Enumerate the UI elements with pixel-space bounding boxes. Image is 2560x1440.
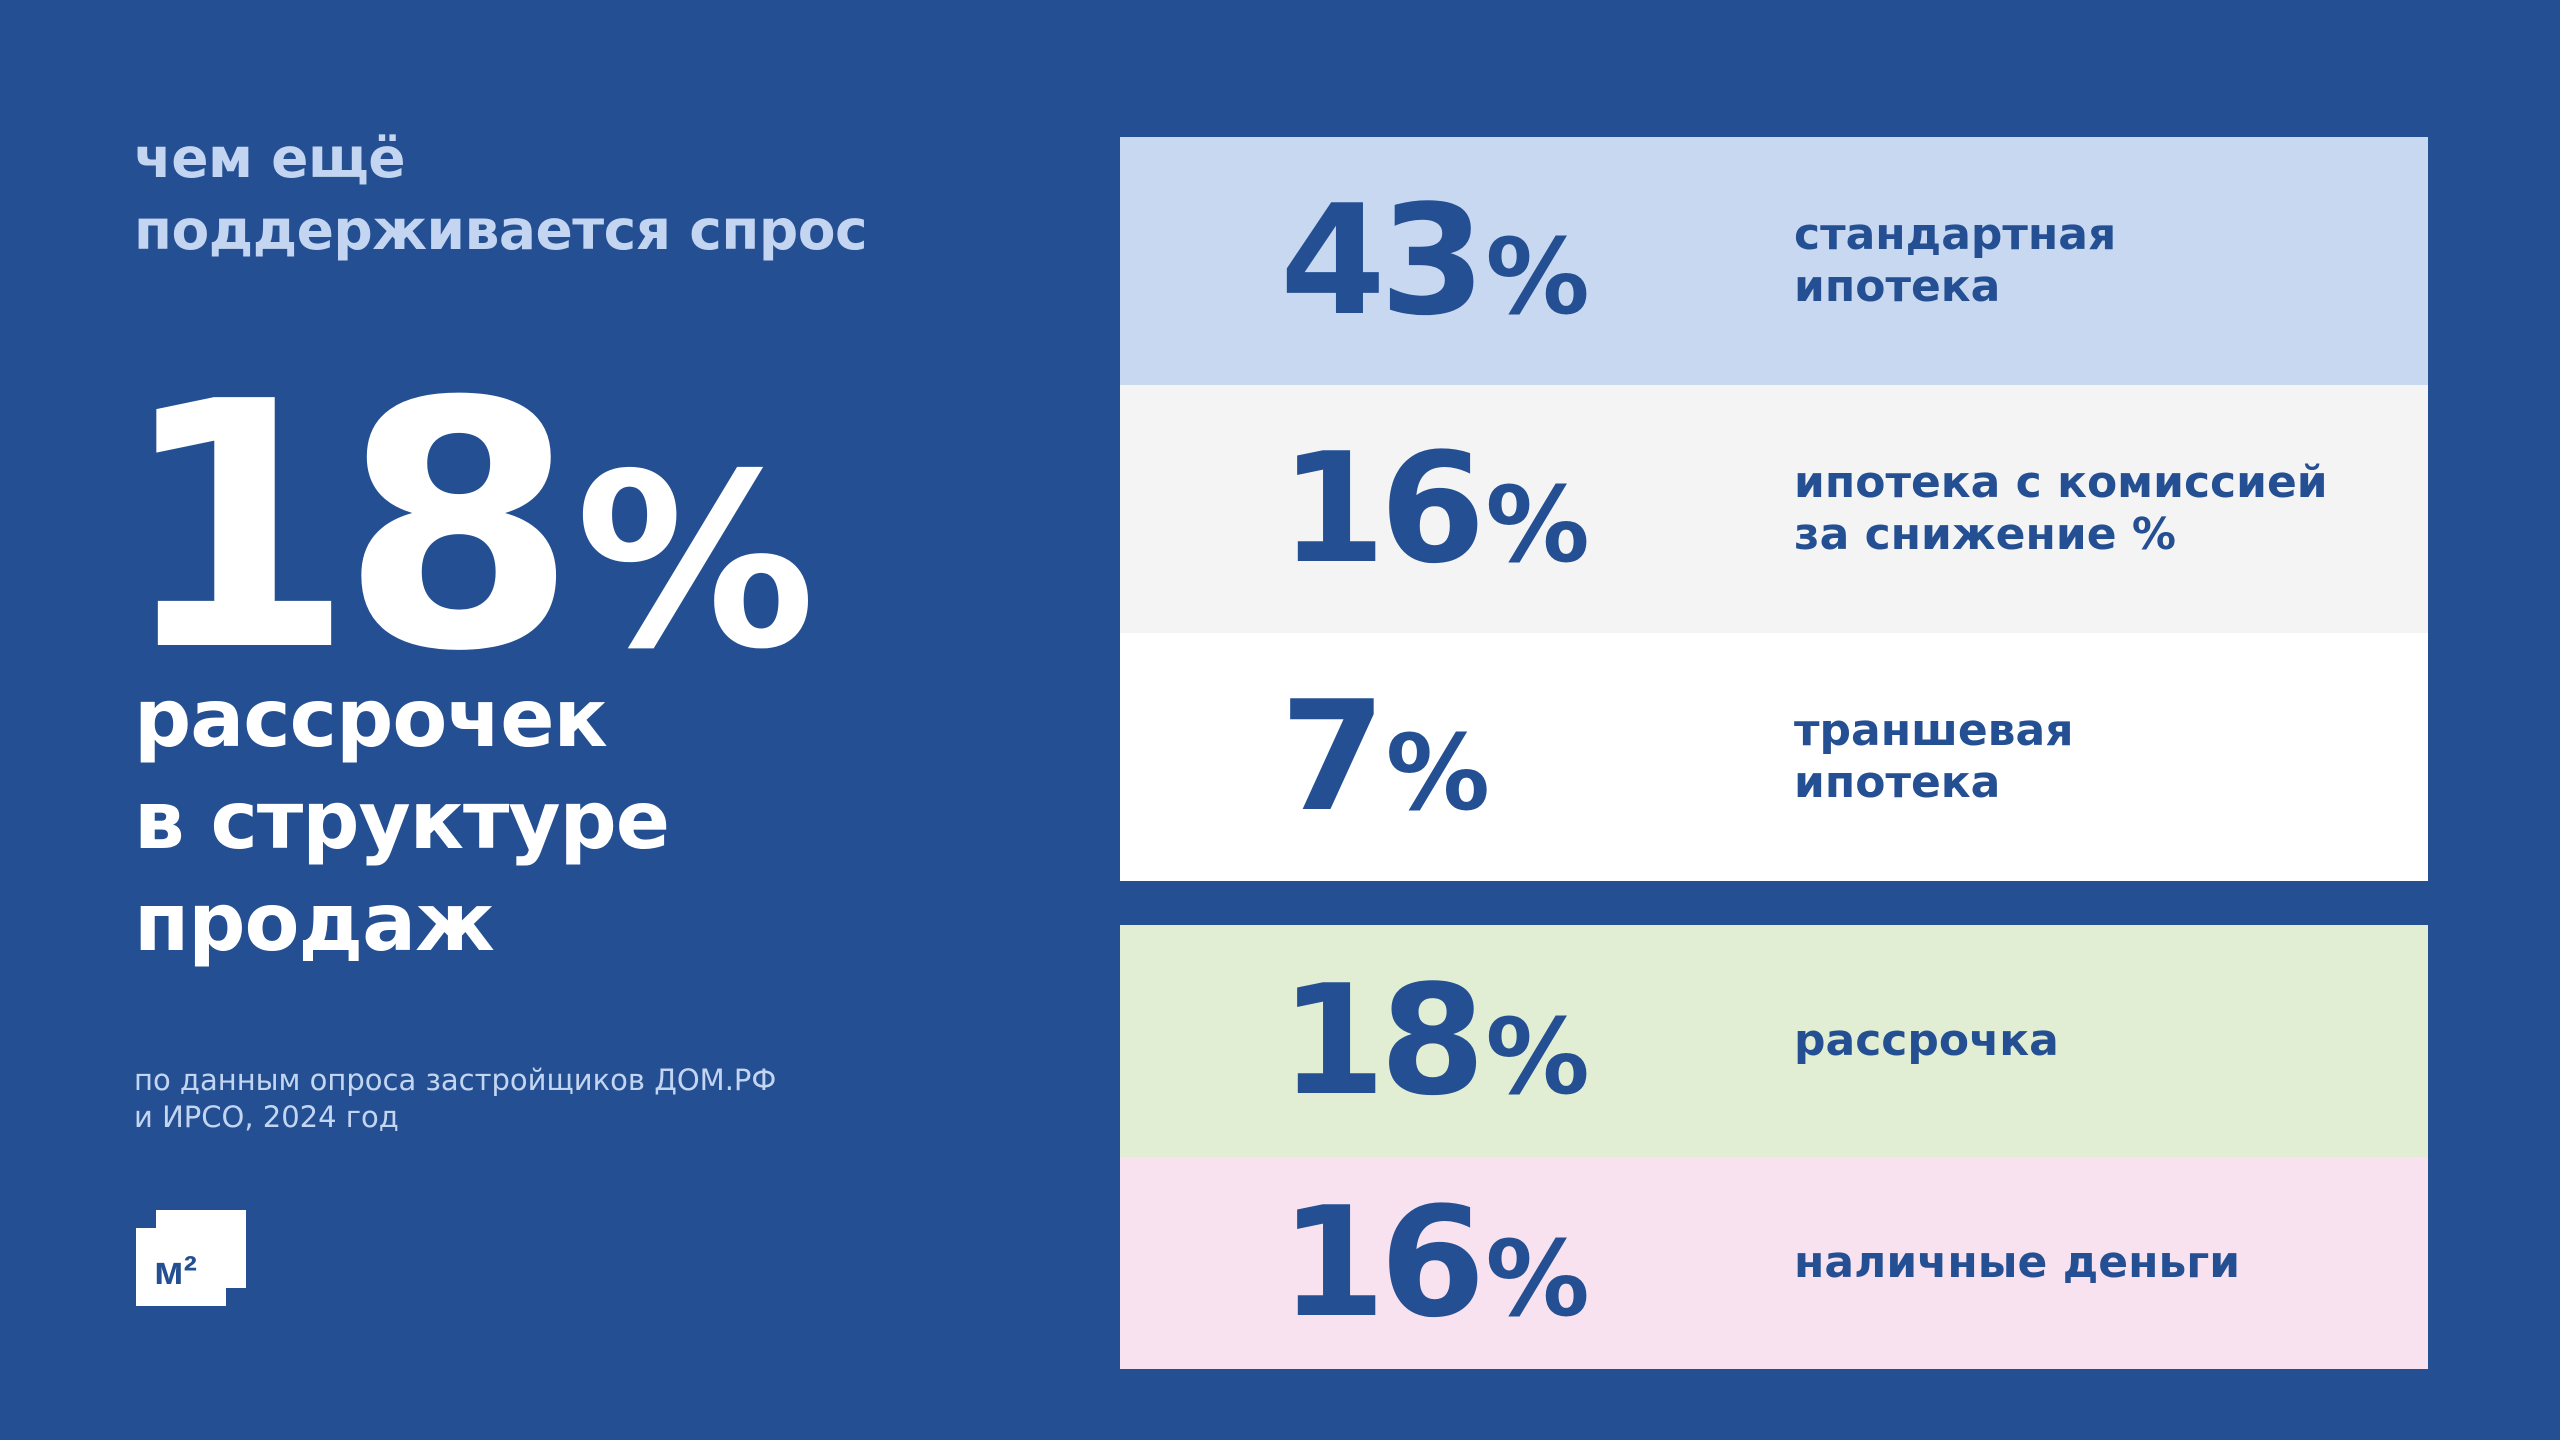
source-line-2: и ИРСО, 2024 год — [134, 1100, 399, 1134]
stats-group-mortgage: 43% стандартная ипотека 16% ипотека с ко… — [1120, 137, 2428, 881]
stat-unit: % — [1485, 464, 1590, 586]
headline-stat-caption: рассрочек в структуре продаж — [134, 668, 670, 974]
stat-label: стандартная ипотека — [1794, 209, 2116, 313]
stat-value: 16% — [1280, 433, 1590, 585]
stat-label: ипотека с комиссией за снижение % — [1794, 457, 2328, 561]
stat-row: 16% ипотека с комиссией за снижение % — [1120, 385, 2428, 633]
stat-label: траншевая ипотека — [1794, 705, 2073, 809]
stat-number: 16 — [1280, 420, 1486, 597]
logo-front-square — [136, 1228, 226, 1306]
stat-unit: % — [1385, 712, 1490, 834]
stat-label: рассрочка — [1794, 1015, 2059, 1067]
caption-line-3: продаж — [134, 876, 495, 969]
stat-value: 43% — [1280, 185, 1590, 337]
stat-number: 16 — [1280, 1174, 1486, 1351]
stat-label-line-2: ипотека — [1794, 757, 2001, 808]
stat-label-line-1: траншевая — [1794, 705, 2074, 756]
stat-value: 7% — [1280, 681, 1490, 833]
slide-heading: чем ещё поддерживается спрос — [134, 122, 1034, 266]
source-line-1: по данным опроса застройщиков ДОМ.РФ — [134, 1063, 777, 1097]
headline-stat-value: 18 — [118, 330, 577, 726]
stat-unit: % — [1485, 216, 1590, 338]
stat-row: 43% стандартная ипотека — [1120, 137, 2428, 385]
stat-unit: % — [1485, 1218, 1590, 1340]
stat-value: 16% — [1280, 1187, 1590, 1339]
logo-text: м² — [154, 1249, 197, 1293]
stat-label-line-2: ипотека — [1794, 261, 2001, 312]
heading-line-2: поддерживается спрос — [134, 198, 868, 262]
stat-label-line-2: за снижение % — [1794, 509, 2176, 560]
stats-group-other: 18% рассрочка 16% наличные деньги — [1120, 925, 2428, 1369]
stat-number: 43 — [1280, 172, 1486, 349]
stat-label: наличные деньги — [1794, 1237, 2240, 1289]
caption-line-2: в структуре — [134, 774, 670, 867]
stat-label-line-1: наличные деньги — [1794, 1237, 2241, 1288]
stat-row: 7% траншевая ипотека — [1120, 633, 2428, 881]
stat-label-line-1: рассрочка — [1794, 1015, 2059, 1066]
stat-label-line-1: стандартная — [1794, 209, 2117, 260]
stat-row: 18% рассрочка — [1120, 925, 2428, 1157]
source-note: по данным опроса застройщиков ДОМ.РФ и И… — [134, 1062, 776, 1136]
stat-row: 16% наличные деньги — [1120, 1157, 2428, 1369]
stat-number: 7 — [1280, 668, 1386, 845]
m2-logo: м² — [136, 1210, 246, 1306]
stat-unit: % — [1485, 996, 1590, 1118]
stat-number: 18 — [1280, 952, 1486, 1129]
headline-stat: 18% — [118, 358, 816, 698]
heading-line-1: чем ещё — [134, 126, 406, 190]
headline-stat-unit: % — [575, 422, 816, 702]
stat-value: 18% — [1280, 965, 1590, 1117]
caption-line-1: рассрочек — [134, 672, 608, 765]
stat-label-line-1: ипотека с комиссией — [1794, 457, 2328, 508]
